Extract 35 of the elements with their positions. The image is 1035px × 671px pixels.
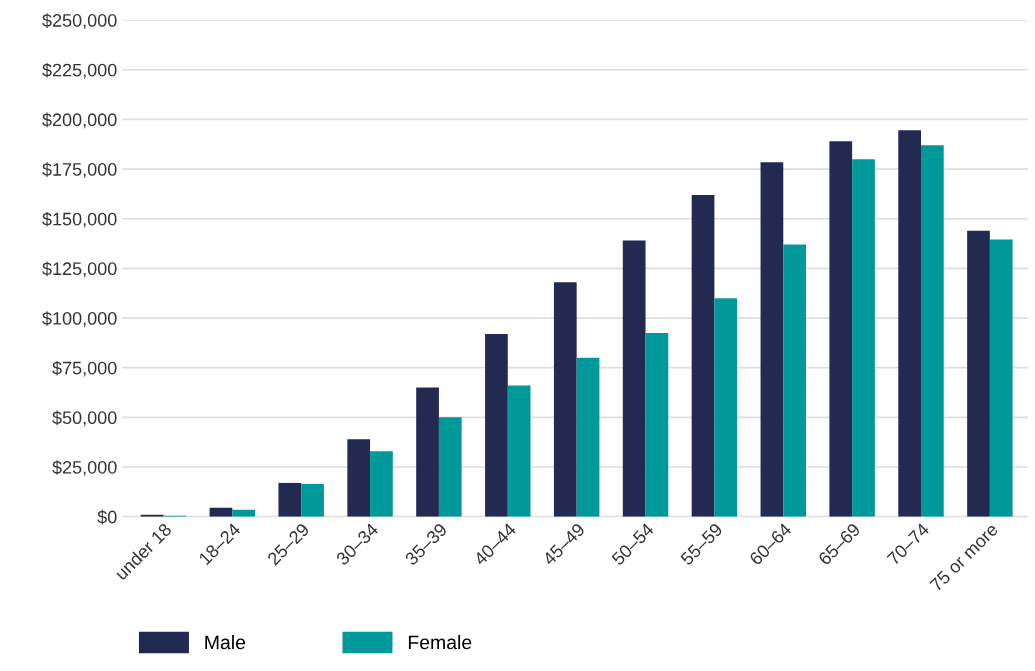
bar — [645, 332, 669, 517]
bar — [576, 357, 600, 517]
y-tick-label: $75,000 — [52, 360, 117, 377]
y-tick-label: $250,000 — [42, 13, 117, 29]
bar — [507, 385, 531, 517]
bar — [301, 483, 324, 517]
bar — [714, 298, 738, 517]
y-tick-label: $125,000 — [42, 261, 117, 278]
bar — [829, 141, 853, 517]
bar — [760, 162, 784, 517]
y-tick-label: $175,000 — [42, 162, 117, 178]
bar — [852, 159, 875, 517]
y-tick-label: $0 — [97, 509, 117, 525]
bar — [921, 145, 944, 517]
bar — [989, 239, 1013, 517]
bar — [438, 417, 462, 517]
y-tick-label: $200,000 — [42, 112, 117, 129]
bar — [370, 451, 393, 517]
bar — [898, 130, 922, 517]
y-tick-label: $25,000 — [52, 460, 117, 476]
bar — [967, 230, 990, 517]
bar — [416, 387, 439, 517]
legend-label: Female — [408, 634, 472, 650]
bar — [347, 439, 371, 517]
legend-label: Male — [205, 634, 246, 650]
bar — [691, 194, 715, 517]
bar — [278, 482, 302, 517]
bar — [622, 240, 646, 517]
bar — [783, 244, 806, 517]
y-tick-label: $100,000 — [42, 311, 117, 327]
y-tick-label: $225,000 — [42, 62, 117, 79]
bar — [553, 282, 577, 517]
y-tick-label: $50,000 — [52, 410, 117, 427]
y-tick-label: $150,000 — [42, 211, 117, 228]
bar — [485, 333, 508, 517]
